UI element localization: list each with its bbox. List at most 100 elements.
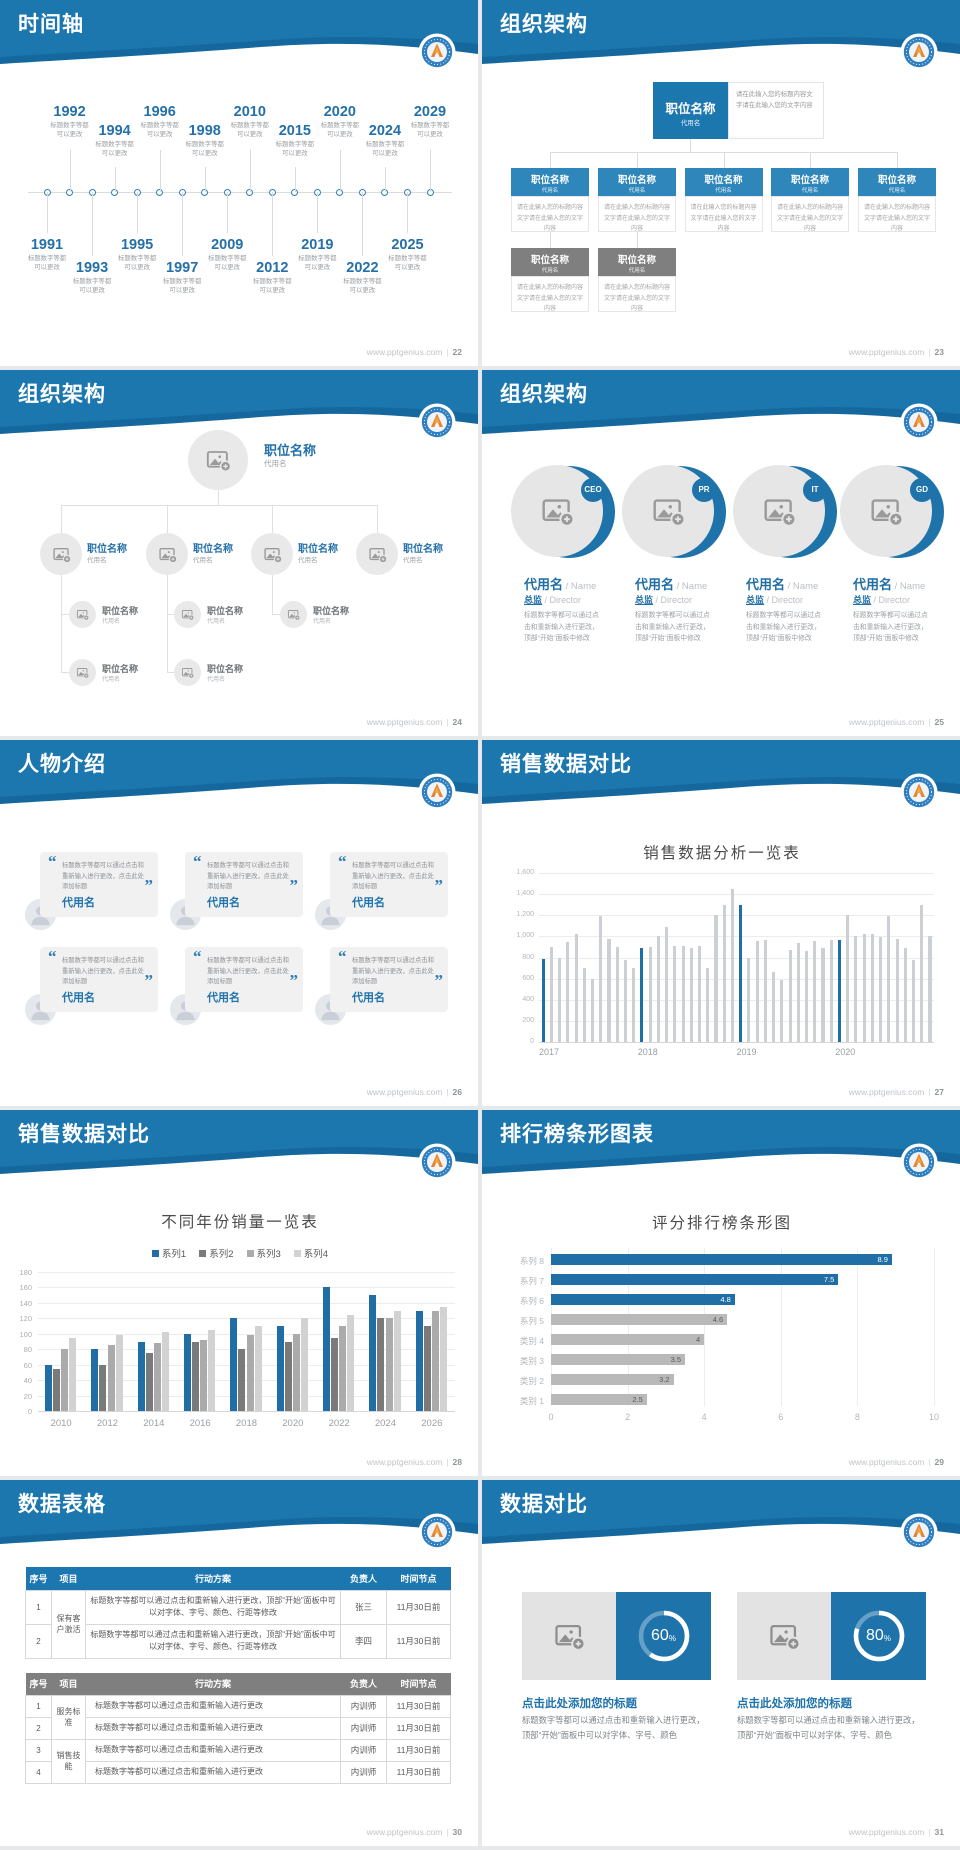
slide-27-bar-chart[interactable]: 销售数据分析一览表 0 200 400 600 800 1,000 1,200 1,400 1,6…: [482, 740, 960, 1106]
slide-body: 销售数据分析一览表 0 200 400 600 800 1,000 1,200 1,400 1,6…: [482, 740, 960, 1106]
chart-gridline: [539, 978, 934, 980]
chart-bar-value: 2.5: [632, 1395, 643, 1404]
org-connector: [61, 505, 377, 506]
slide-title: 组织架构: [500, 13, 588, 36]
chart-bar: [276, 1326, 284, 1411]
slide-28-grouped-bar[interactable]: 不同年份销量一览表 系列1 系列2 系列3 系列4 0 20 40 60 80 100 120 140 1…: [0, 1110, 478, 1476]
org-child-sub: 代用名: [888, 188, 906, 194]
chart-bar: [385, 1318, 393, 1411]
quote-close-icon: ”: [289, 971, 299, 990]
chart-bar: [829, 939, 833, 1042]
profile-badge: PR: [692, 478, 716, 502]
table-header-cell: 项目: [51, 1673, 86, 1695]
footer-divider: |: [928, 1087, 931, 1097]
slide-30-tables[interactable]: 序号 项目 行动方案 负责人 时间节点 1 保有客户激活 标题数字等都可以通过点击和重新输入进…: [0, 1480, 478, 1846]
chart-xtick-label: 10: [928, 1412, 939, 1422]
header-wave-shape: [0, 0, 478, 64]
chart-ytick-label: 1,600: [516, 869, 534, 876]
profile-role-en: / Director: [653, 595, 693, 605]
slide-body: 1992 标题数字等都 可以更改 1994 标题数字等都 可以更改 1996 标题数字等都…: [0, 0, 478, 366]
org-l3-title: 职位名称: [102, 606, 139, 616]
profile-name: 代用名: [524, 577, 564, 592]
profile-name: 代用名: [853, 577, 893, 592]
slide-22-timeline[interactable]: 1992 标题数字等都 可以更改 1994 标题数字等都 可以更改 1996 标题数字等都…: [0, 0, 478, 366]
person-name: 代用名: [352, 992, 385, 1004]
chart-gridline: [539, 1042, 934, 1043]
chart-bar: [115, 1335, 123, 1411]
org-connector: [272, 614, 280, 615]
timeline-entry-desc: 标题数字等都 可以更改: [388, 255, 427, 271]
chart-bar: [640, 948, 644, 1042]
timeline-entry-desc: 标题数字等都 可以更改: [140, 122, 179, 138]
org-connector: [377, 505, 378, 533]
chart-bar: [415, 1310, 423, 1411]
chart-gridline: [539, 873, 934, 874]
chart-bar: [623, 959, 628, 1042]
timeline-connector: [227, 192, 229, 233]
timeline-entry-desc: 标题数字等都 可以更改: [365, 141, 405, 157]
org-l2-sub: 代用名: [193, 557, 213, 564]
slide-footer: www.pptgenius.com | 30: [367, 1827, 462, 1837]
footer-site-text: www.pptgenius.com: [848, 1457, 925, 1467]
slide-body: “标题数字等都可以通过点击和重新输入进行更改，点击此处添加标题” 代用名 “标题数…: [0, 740, 478, 1106]
footer-divider: |: [928, 717, 931, 727]
org-child-box: 职位名称 代用名: [684, 168, 763, 196]
chart-bar: 8.9: [551, 1254, 892, 1265]
chart-bar: [423, 1326, 431, 1411]
quote-open-icon: “: [48, 852, 57, 871]
slide-29-hbar[interactable]: 评分排行榜条形图 0 2 4 6 8 10 系列 8 8.9 系列 7 7.5 系列 6 4.8 系列 5…: [482, 1110, 960, 1476]
chart-ytick-label: 0: [530, 1038, 534, 1045]
timeline-connector: [69, 150, 71, 192]
chart-xtick-label: 2026: [421, 1418, 443, 1429]
org-child-box: 职位名称 代用名: [511, 168, 589, 196]
profile-role-line: 总监 / Director: [853, 593, 960, 606]
org-child-title: 职位名称: [704, 175, 743, 186]
chart-bar: [895, 938, 899, 1042]
chart-category-label: 系列 6: [519, 1296, 544, 1306]
org-connector: [550, 152, 551, 168]
chart-bar: [301, 1318, 309, 1411]
legend-item: 系列2: [199, 1246, 234, 1260]
chart-bar: [780, 979, 784, 1042]
profile-desc: 标题数字等都可以通过点击和重新输入进行更改，顶部“开始”面板中修改: [635, 612, 710, 643]
chart-bar: [69, 1337, 77, 1411]
timeline-entry-desc: 标题数字等都 可以更改: [95, 141, 134, 157]
legend-swatch: [246, 1249, 254, 1257]
donut-percent-label: 80%: [831, 1592, 926, 1680]
chart-bar: [607, 938, 611, 1042]
chart-bar: [574, 934, 578, 1042]
profile-role: 总监: [635, 595, 654, 605]
chart-bar: [698, 945, 702, 1042]
slide-31-compare[interactable]: 60% 点击此处添加您的标题 标题数字等都可以通过点击和重新输入进行更改，顶部“开始…: [482, 1480, 960, 1846]
org-connector: [690, 139, 691, 152]
table-cell-no: 1: [25, 1694, 52, 1718]
image-placeholder-icon: [871, 499, 903, 527]
slide-23-org-boxes[interactable]: 职位名称 代用名 请在此输入您的标题内容文字请在此输入您的文字内容 职位名称 代用名 请在…: [482, 0, 960, 366]
person-quote-text: 标题数字等都可以通过点击和重新输入进行更改，点击此处添加标题: [62, 957, 144, 986]
footer-page-number: 30: [452, 1827, 462, 1837]
slide-title: 数据表格: [18, 1493, 106, 1516]
footer-divider: |: [446, 1457, 449, 1467]
slide-24-org-circles[interactable]: 职位名称 代用名 职位名称 代用名 职位名称 代用名 职位名称 代用名 职位名称 代用名 …: [0, 370, 478, 736]
donut-progress-ring: [853, 1610, 904, 1662]
org-child-sub: 代用名: [628, 188, 646, 194]
timeline-entry-desc: 标题数字等都 可以更改: [117, 255, 157, 271]
table-cell-deadline: 11月30日前: [386, 1694, 451, 1718]
profile-desc: 标题数字等都可以通过点击和重新输入进行更改，顶部“开始”面板中修改: [853, 612, 928, 643]
quote-close-icon: ”: [434, 876, 444, 895]
image-placeholder-icon: [764, 499, 796, 527]
footer-divider: |: [446, 347, 449, 357]
chart-bar: 4.6: [551, 1314, 728, 1325]
slide-footer: www.pptgenius.com | 27: [849, 1087, 944, 1097]
slide-25-profiles[interactable]: CEO 代用名 / Name 总监 / Director 标题数字等都可以通过点击和重…: [482, 370, 960, 736]
timeline-entry-desc: 标题数字等都 可以更改: [163, 278, 202, 294]
data-table: 序号 项目 行动方案 负责人 时间节点 1 服务标准 标题数字等都可以通过点击和重新输入进行更…: [25, 1673, 451, 1784]
org-l2-title: 职位名称: [193, 544, 233, 555]
image-placeholder-icon: [542, 499, 574, 527]
table-header-cell: 序号: [25, 1567, 52, 1590]
slide-26-people[interactable]: “标题数字等都可以通过点击和重新输入进行更改，点击此处添加标题” 代用名 “标题数…: [0, 740, 478, 1106]
chart-gridline: [38, 1272, 455, 1273]
school-badge-icon: [900, 1513, 938, 1551]
org-l3-sub: 代用名: [207, 619, 226, 625]
profile-name-line: 代用名 / Name: [853, 574, 960, 593]
